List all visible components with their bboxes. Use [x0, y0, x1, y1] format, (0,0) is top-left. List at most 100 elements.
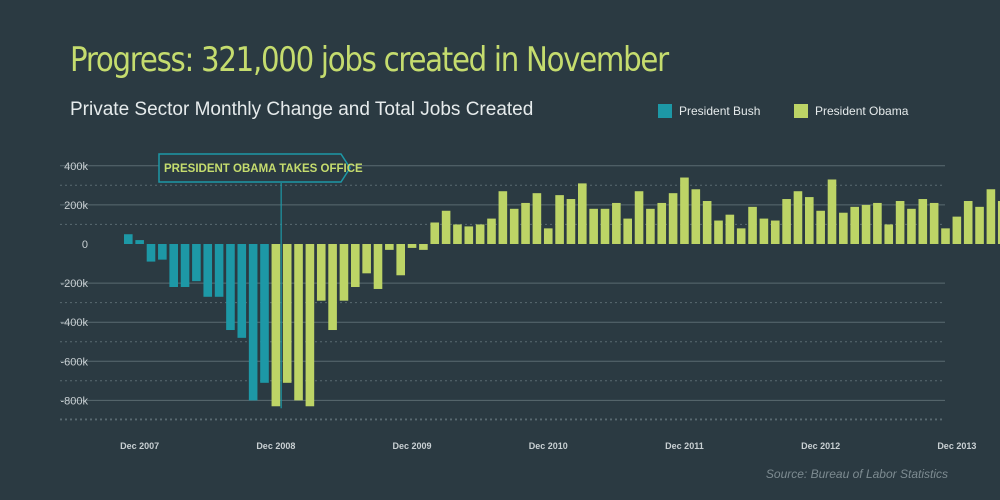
y-tick-label: 0 — [82, 239, 88, 251]
y-tick-label: -200k — [60, 278, 88, 290]
bar — [158, 244, 167, 260]
legend-swatch-obama — [794, 104, 808, 118]
legend-label-obama: President Obama — [815, 104, 909, 118]
x-tick-label: Dec 2012 — [801, 441, 840, 451]
bar — [192, 244, 201, 282]
bar — [169, 244, 178, 288]
bar — [850, 206, 859, 244]
bar — [498, 191, 508, 245]
bar — [952, 216, 962, 244]
bar — [907, 208, 916, 244]
bar — [430, 222, 440, 245]
bar — [237, 244, 247, 338]
bar — [816, 210, 825, 244]
bar — [294, 244, 303, 401]
bar — [180, 244, 190, 288]
bar — [805, 197, 814, 244]
bar — [146, 244, 156, 262]
bar — [487, 218, 496, 244]
bar — [419, 244, 428, 250]
bar — [555, 195, 564, 245]
bar — [646, 208, 655, 244]
bar — [532, 193, 542, 244]
legend-label-bush: President Bush — [679, 104, 761, 118]
bar — [873, 202, 882, 244]
x-tick-label: Dec 2009 — [393, 441, 432, 451]
bar — [759, 218, 769, 244]
bar — [918, 199, 928, 244]
chart-subtitle: Private Sector Monthly Change and Total … — [70, 99, 534, 120]
y-tick-label: 400k — [64, 161, 88, 173]
annotation-box — [158, 153, 351, 183]
bar — [680, 177, 689, 244]
legend-swatch-bush — [658, 104, 672, 118]
y-axis-ticks: 400k 200k 0 -200k -400k -600k -800k — [60, 161, 88, 408]
bar — [464, 226, 474, 244]
bar — [895, 200, 905, 244]
bar — [839, 212, 848, 244]
bar — [248, 244, 258, 401]
x-tick-label: Dec 2013 — [937, 441, 976, 451]
bar — [226, 244, 235, 331]
bar — [521, 202, 530, 244]
bar — [702, 200, 712, 244]
bar — [203, 244, 213, 297]
bar — [782, 199, 791, 244]
annotation-label: PRESIDENT OBAMA TAKES OFFICE — [164, 163, 363, 175]
x-tick-label: Dec 2010 — [529, 441, 568, 451]
bar — [135, 240, 144, 244]
bar — [691, 189, 701, 244]
bar — [975, 206, 984, 244]
bar — [736, 228, 746, 244]
bar — [509, 208, 519, 244]
bar — [793, 191, 803, 245]
bars — [124, 177, 1000, 407]
bar — [929, 202, 939, 244]
bar — [362, 244, 371, 274]
chart-title: Progress: 321,000 jobs created in Novemb… — [70, 40, 669, 80]
bar — [770, 220, 780, 244]
bar — [941, 228, 950, 244]
annotation: PRESIDENT OBAMA TAKES OFFICE — [158, 153, 363, 409]
y-tick-label: -600k — [60, 356, 88, 368]
bar — [543, 228, 553, 244]
bar — [668, 193, 678, 244]
bar — [725, 214, 735, 245]
x-tick-label: Dec 2008 — [256, 441, 295, 451]
y-tick-label: -400k — [60, 317, 88, 329]
bar — [612, 202, 621, 244]
bar — [385, 244, 394, 250]
bar — [997, 200, 1000, 244]
source-note: Source: Bureau of Labor Statistics — [765, 467, 948, 481]
bar — [986, 189, 996, 244]
bar — [827, 179, 837, 245]
bar — [714, 220, 723, 244]
legend-item-obama: President Obama — [794, 104, 908, 118]
bar — [305, 244, 315, 407]
bar — [214, 244, 224, 297]
bar — [124, 234, 133, 244]
bar — [316, 244, 326, 301]
bar — [475, 224, 485, 244]
bar — [441, 210, 451, 244]
bar — [407, 244, 417, 248]
legend-item-bush: President Bush — [658, 104, 760, 118]
bar — [861, 204, 871, 244]
bar — [748, 206, 757, 244]
bar — [623, 218, 632, 244]
bar — [657, 202, 667, 244]
bar — [396, 244, 405, 276]
bar — [282, 244, 292, 383]
bar — [600, 208, 610, 244]
bar — [884, 224, 894, 244]
bar — [339, 244, 349, 301]
bar — [634, 191, 644, 245]
bar — [963, 200, 973, 244]
bar — [578, 183, 587, 244]
bar — [373, 244, 383, 289]
bar — [271, 244, 281, 407]
x-axis-ticks: Dec 2007 Dec 2008 Dec 2009 Dec 2010 Dec 2011… — [120, 441, 976, 451]
x-tick-label: Dec 2007 — [120, 441, 159, 451]
bar — [453, 224, 462, 244]
